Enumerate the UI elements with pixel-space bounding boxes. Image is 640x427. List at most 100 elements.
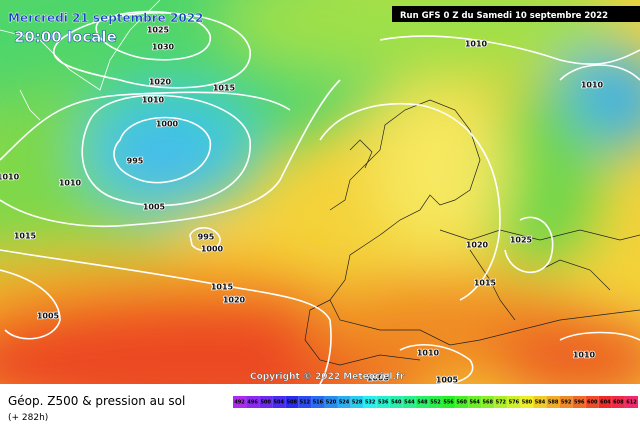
scale-label: 556 [443,400,454,406]
scale-label: 540 [391,400,402,406]
date-text: Mercredi 21 septembre 2022 [8,11,203,25]
scale-label: 596 [574,400,585,406]
scale-swatch [415,396,429,408]
isobar-label: 1010 [581,81,604,90]
isobar-label: 1005 [367,374,390,383]
scale-swatch [259,396,273,408]
scale-label: 548 [417,400,428,406]
scale-swatch [246,396,260,408]
scale-label: 520 [326,400,337,406]
isobar-label: 1010 [573,351,596,360]
scale-label: 512 [300,400,311,406]
scale-label: 552 [430,400,441,406]
scale-swatch [311,396,325,408]
scale-label: 496 [247,400,258,406]
scale-swatch [624,396,638,408]
time-text: 20:00 locale [14,28,117,46]
scale-label: 600 [587,400,598,406]
scale-label: 528 [352,400,363,406]
scale-label: 564 [469,400,480,406]
isobar-label: 995 [198,233,215,242]
scale-label: 560 [456,400,467,406]
isobar-label: 1020 [149,78,172,87]
scale-swatch [350,396,364,408]
scale-label: 516 [313,400,324,406]
scale-label: 492 [234,400,245,406]
isobar-label: 1015 [14,232,37,241]
scale-label: 580 [522,400,533,406]
scale-label: 604 [600,400,611,406]
scale-label: 612 [626,400,637,406]
scale-swatch [559,396,573,408]
scale-swatch [428,396,443,408]
scale-swatch [272,396,286,408]
scale-swatch [324,396,338,408]
scale-label: 544 [404,400,415,406]
scale-swatch [494,396,508,408]
scale-label: 576 [509,400,520,406]
scale-swatch [233,396,247,408]
scale-swatch [363,396,377,408]
isobar-label: 1025 [147,26,170,35]
scale-swatch [520,396,534,408]
scale-label: 584 [535,400,546,406]
scale-swatch [298,396,312,408]
isobar-label: 1005 [37,312,60,321]
isobar-label: 1010 [465,40,488,49]
scale-label: 524 [339,400,350,406]
scale-swatch [337,396,351,408]
scale-swatch [546,396,560,408]
scale-label: 536 [378,400,389,406]
isobar-label: 1005 [436,376,459,385]
scale-label: 608 [613,400,624,406]
footer-lead: (+ 282h) [8,413,48,423]
scale-swatch [572,396,586,408]
scale-swatch [611,396,625,408]
scale-label: 588 [548,400,559,406]
scale-swatch [533,396,547,408]
isobar-label: 1005 [143,203,166,212]
scale-swatch [507,396,521,408]
scale-swatch [442,396,456,408]
isobar-label: 1000 [156,120,179,129]
run-banner [392,6,640,22]
isobar-labels: 1025 1030 1020 1010 1015 1000 995 1010 1010 1005 1… [0,25,604,386]
copyright: Copyright © 2022 Meteociel.fr [250,372,405,382]
isobar-label: 1010 [417,349,440,358]
scale-label: 504 [274,400,285,406]
isobar-label: 995 [127,157,144,166]
isobar-label: 1020 [223,296,246,305]
isobar-label: 1015 [474,279,497,288]
scale-label: 568 [483,400,494,406]
isobars [0,10,640,385]
scale-label: 508 [287,400,298,406]
isobar-label: 1010 [59,179,82,188]
scale-label: 572 [496,400,507,406]
scale-swatch [598,396,612,408]
footer-title: Géop. Z500 & pression au sol [8,394,185,408]
scale-swatch [285,396,299,408]
isobar-label: 1025 [510,236,533,245]
scale-swatch [402,396,416,408]
isobar-label: 1000 [201,245,224,254]
isobar-label: 1030 [152,43,175,52]
run-text: Run GFS 0 Z du Samedi 10 septembre 2022 [400,11,608,21]
scale-swatch [376,396,390,408]
coastlines [304,99,640,366]
scale-label: 532 [365,400,376,406]
scale-label: 500 [260,400,271,406]
isobar-label: 1020 [466,241,489,250]
isobar-label: 1015 [211,283,234,292]
isobar-label: 1010 [0,173,20,182]
isobar-label: 1010 [142,96,165,105]
scale-swatch [455,396,469,408]
scale-swatch [389,396,403,408]
scale-swatch [585,396,599,408]
color-scale: 492 496 500 504 508 512 516 520 524 528 532 536 540 5… [233,396,638,408]
scale-label: 592 [561,400,572,406]
isobar-label: 1015 [213,84,236,93]
scale-swatch [468,396,482,408]
